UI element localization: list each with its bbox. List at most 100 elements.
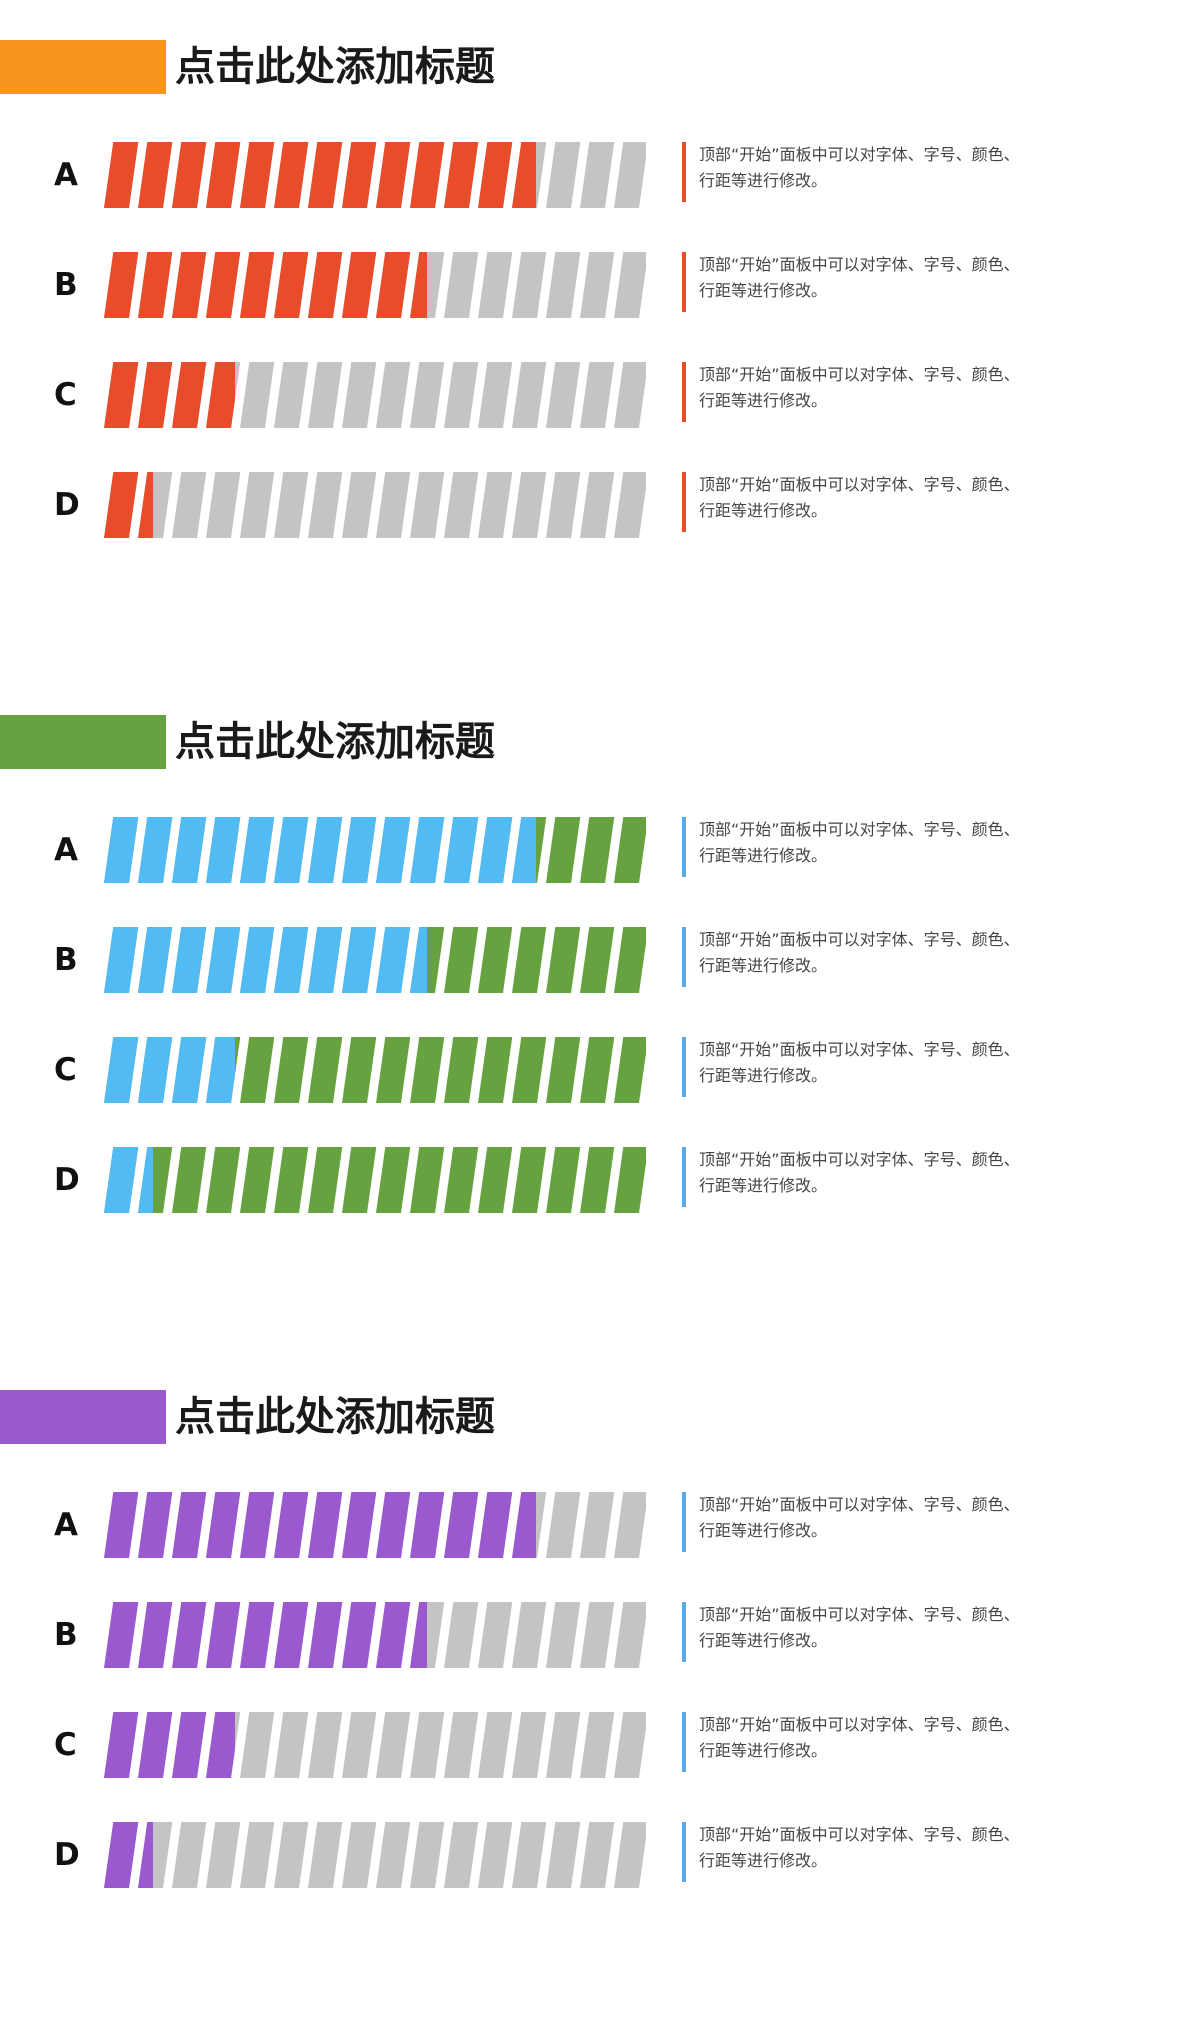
progress-segment <box>104 1712 139 1778</box>
progress-segment <box>172 817 207 883</box>
progress-segment <box>104 362 139 428</box>
progress-segment <box>342 1822 377 1888</box>
progress-segment <box>206 1147 241 1213</box>
description-line-2: 行距等进行修改。 <box>699 1741 828 1760</box>
progress-segment <box>614 252 646 318</box>
row-description[interactable]: 顶部“开始”面板中可以对字体、字号、颜色、 行距等进行修改。 <box>682 1037 1082 1097</box>
progress-segment <box>444 927 479 993</box>
progress-segment <box>546 362 581 428</box>
progress-segment <box>376 817 411 883</box>
row-description[interactable]: 顶部“开始”面板中可以对字体、字号、颜色、 行距等进行修改。 <box>682 1492 1082 1552</box>
progress-segment <box>308 1602 343 1668</box>
progress-segment <box>172 142 207 208</box>
progress-segment <box>512 1712 547 1778</box>
progress-segment <box>172 472 207 538</box>
progress-segment <box>206 362 235 428</box>
section-accent-bar <box>0 1390 166 1444</box>
progress-segment <box>104 1602 139 1668</box>
progress-segment <box>546 472 581 538</box>
description-line-2: 行距等进行修改。 <box>699 1851 828 1870</box>
progress-segment <box>546 1602 581 1668</box>
progress-segment <box>614 1492 646 1558</box>
section-title[interactable]: 点击此处添加标题 <box>175 44 495 90</box>
progress-track <box>98 1822 646 1888</box>
description-line-1: 顶部“开始”面板中可以对字体、字号、颜色、 <box>699 820 1020 839</box>
progress-segment <box>410 1037 445 1103</box>
row-description[interactable]: 顶部“开始”面板中可以对字体、字号、颜色、 行距等进行修改。 <box>682 472 1082 532</box>
progress-segment <box>478 472 513 538</box>
progress-segment <box>512 1492 536 1558</box>
progress-segment <box>546 1037 581 1103</box>
progress-segment <box>342 1492 377 1558</box>
progress-segment <box>478 817 513 883</box>
section-orange: 点击此处添加标题 A 顶部“开始”面板中可以对字体、字号、颜色、 行距等进行修改… <box>0 0 1200 560</box>
progress-segment <box>376 1037 411 1103</box>
row-description[interactable]: 顶部“开始”面板中可以对字体、字号、颜色、 行距等进行修改。 <box>682 1712 1082 1772</box>
progress-segment <box>342 142 377 208</box>
row-description[interactable]: 顶部“开始”面板中可以对字体、字号、颜色、 行距等进行修改。 <box>682 1602 1082 1662</box>
progress-segment <box>614 1712 646 1778</box>
row-description[interactable]: 顶部“开始”面板中可以对字体、字号、颜色、 行距等进行修改。 <box>682 362 1082 422</box>
progress-segment <box>104 927 139 993</box>
row-description[interactable]: 顶部“开始”面板中可以对字体、字号、颜色、 行距等进行修改。 <box>682 1822 1082 1882</box>
progress-segment <box>546 927 581 993</box>
progress-segment <box>138 1602 173 1668</box>
progress-segment <box>342 472 377 538</box>
progress-segment <box>410 1822 445 1888</box>
description-line-1: 顶部“开始”面板中可以对字体、字号、颜色、 <box>699 1715 1020 1734</box>
progress-fill <box>98 362 235 428</box>
row-description[interactable]: 顶部“开始”面板中可以对字体、字号、颜色、 行距等进行修改。 <box>682 142 1082 202</box>
progress-segment <box>240 817 275 883</box>
progress-segment <box>138 362 173 428</box>
description-line-1: 顶部“开始”面板中可以对字体、字号、颜色、 <box>699 475 1020 494</box>
progress-segment <box>342 1147 377 1213</box>
progress-segment <box>376 1712 411 1778</box>
progress-segment <box>580 1037 615 1103</box>
row-description[interactable]: 顶部“开始”面板中可以对字体、字号、颜色、 行距等进行修改。 <box>682 252 1082 312</box>
progress-segment <box>444 1822 479 1888</box>
row-description[interactable]: 顶部“开始”面板中可以对字体、字号、颜色、 行距等进行修改。 <box>682 1147 1082 1207</box>
segmented-progress-bar <box>98 1492 646 1558</box>
description-line-1: 顶部“开始”面板中可以对字体、字号、颜色、 <box>699 365 1020 384</box>
progress-segment <box>546 1492 581 1558</box>
progress-segment <box>478 1492 513 1558</box>
progress-segment <box>614 927 646 993</box>
row-label: A <box>54 157 78 193</box>
segmented-progress-bar <box>98 817 646 883</box>
progress-segment <box>240 1602 275 1668</box>
progress-segment <box>308 252 343 318</box>
progress-fill <box>98 1037 235 1103</box>
progress-segment <box>614 1822 646 1888</box>
description-line-1: 顶部“开始”面板中可以对字体、字号、颜色、 <box>699 1495 1020 1514</box>
row-description[interactable]: 顶部“开始”面板中可以对字体、字号、颜色、 行距等进行修改。 <box>682 927 1082 987</box>
segmented-progress-bar <box>98 1822 646 1888</box>
progress-row-b: B 顶部“开始”面板中可以对字体、字号、颜色、 行距等进行修改。 <box>0 250 1200 320</box>
progress-segment <box>240 1147 275 1213</box>
section-title[interactable]: 点击此处添加标题 <box>175 719 495 765</box>
description-line-2: 行距等进行修改。 <box>699 281 828 300</box>
description-line-2: 行距等进行修改。 <box>699 1066 828 1085</box>
progress-segment <box>512 142 536 208</box>
progress-track <box>98 472 646 538</box>
progress-segment <box>308 472 343 538</box>
section-title[interactable]: 点击此处添加标题 <box>175 1394 495 1440</box>
progress-segment <box>444 362 479 428</box>
progress-segment <box>444 1147 479 1213</box>
segmented-progress-bar <box>98 1037 646 1103</box>
section-accent-bar <box>0 715 166 769</box>
row-label: B <box>54 942 78 978</box>
row-label: B <box>54 267 78 303</box>
progress-segment <box>512 927 547 993</box>
progress-segment <box>342 817 377 883</box>
section-green: 点击此处添加标题 A 顶部“开始”面板中可以对字体、字号、颜色、 行距等进行修改… <box>0 675 1200 1235</box>
progress-fill <box>98 472 153 538</box>
progress-row-a: A 顶部“开始”面板中可以对字体、字号、颜色、 行距等进行修改。 <box>0 140 1200 210</box>
progress-segment <box>444 1602 479 1668</box>
progress-segment <box>580 252 615 318</box>
progress-segment <box>444 1037 479 1103</box>
progress-segment <box>444 817 479 883</box>
row-description[interactable]: 顶部“开始”面板中可以对字体、字号、颜色、 行距等进行修改。 <box>682 817 1082 877</box>
progress-segment <box>580 1147 615 1213</box>
progress-segment <box>274 1822 309 1888</box>
segmented-progress-bar <box>98 252 646 318</box>
